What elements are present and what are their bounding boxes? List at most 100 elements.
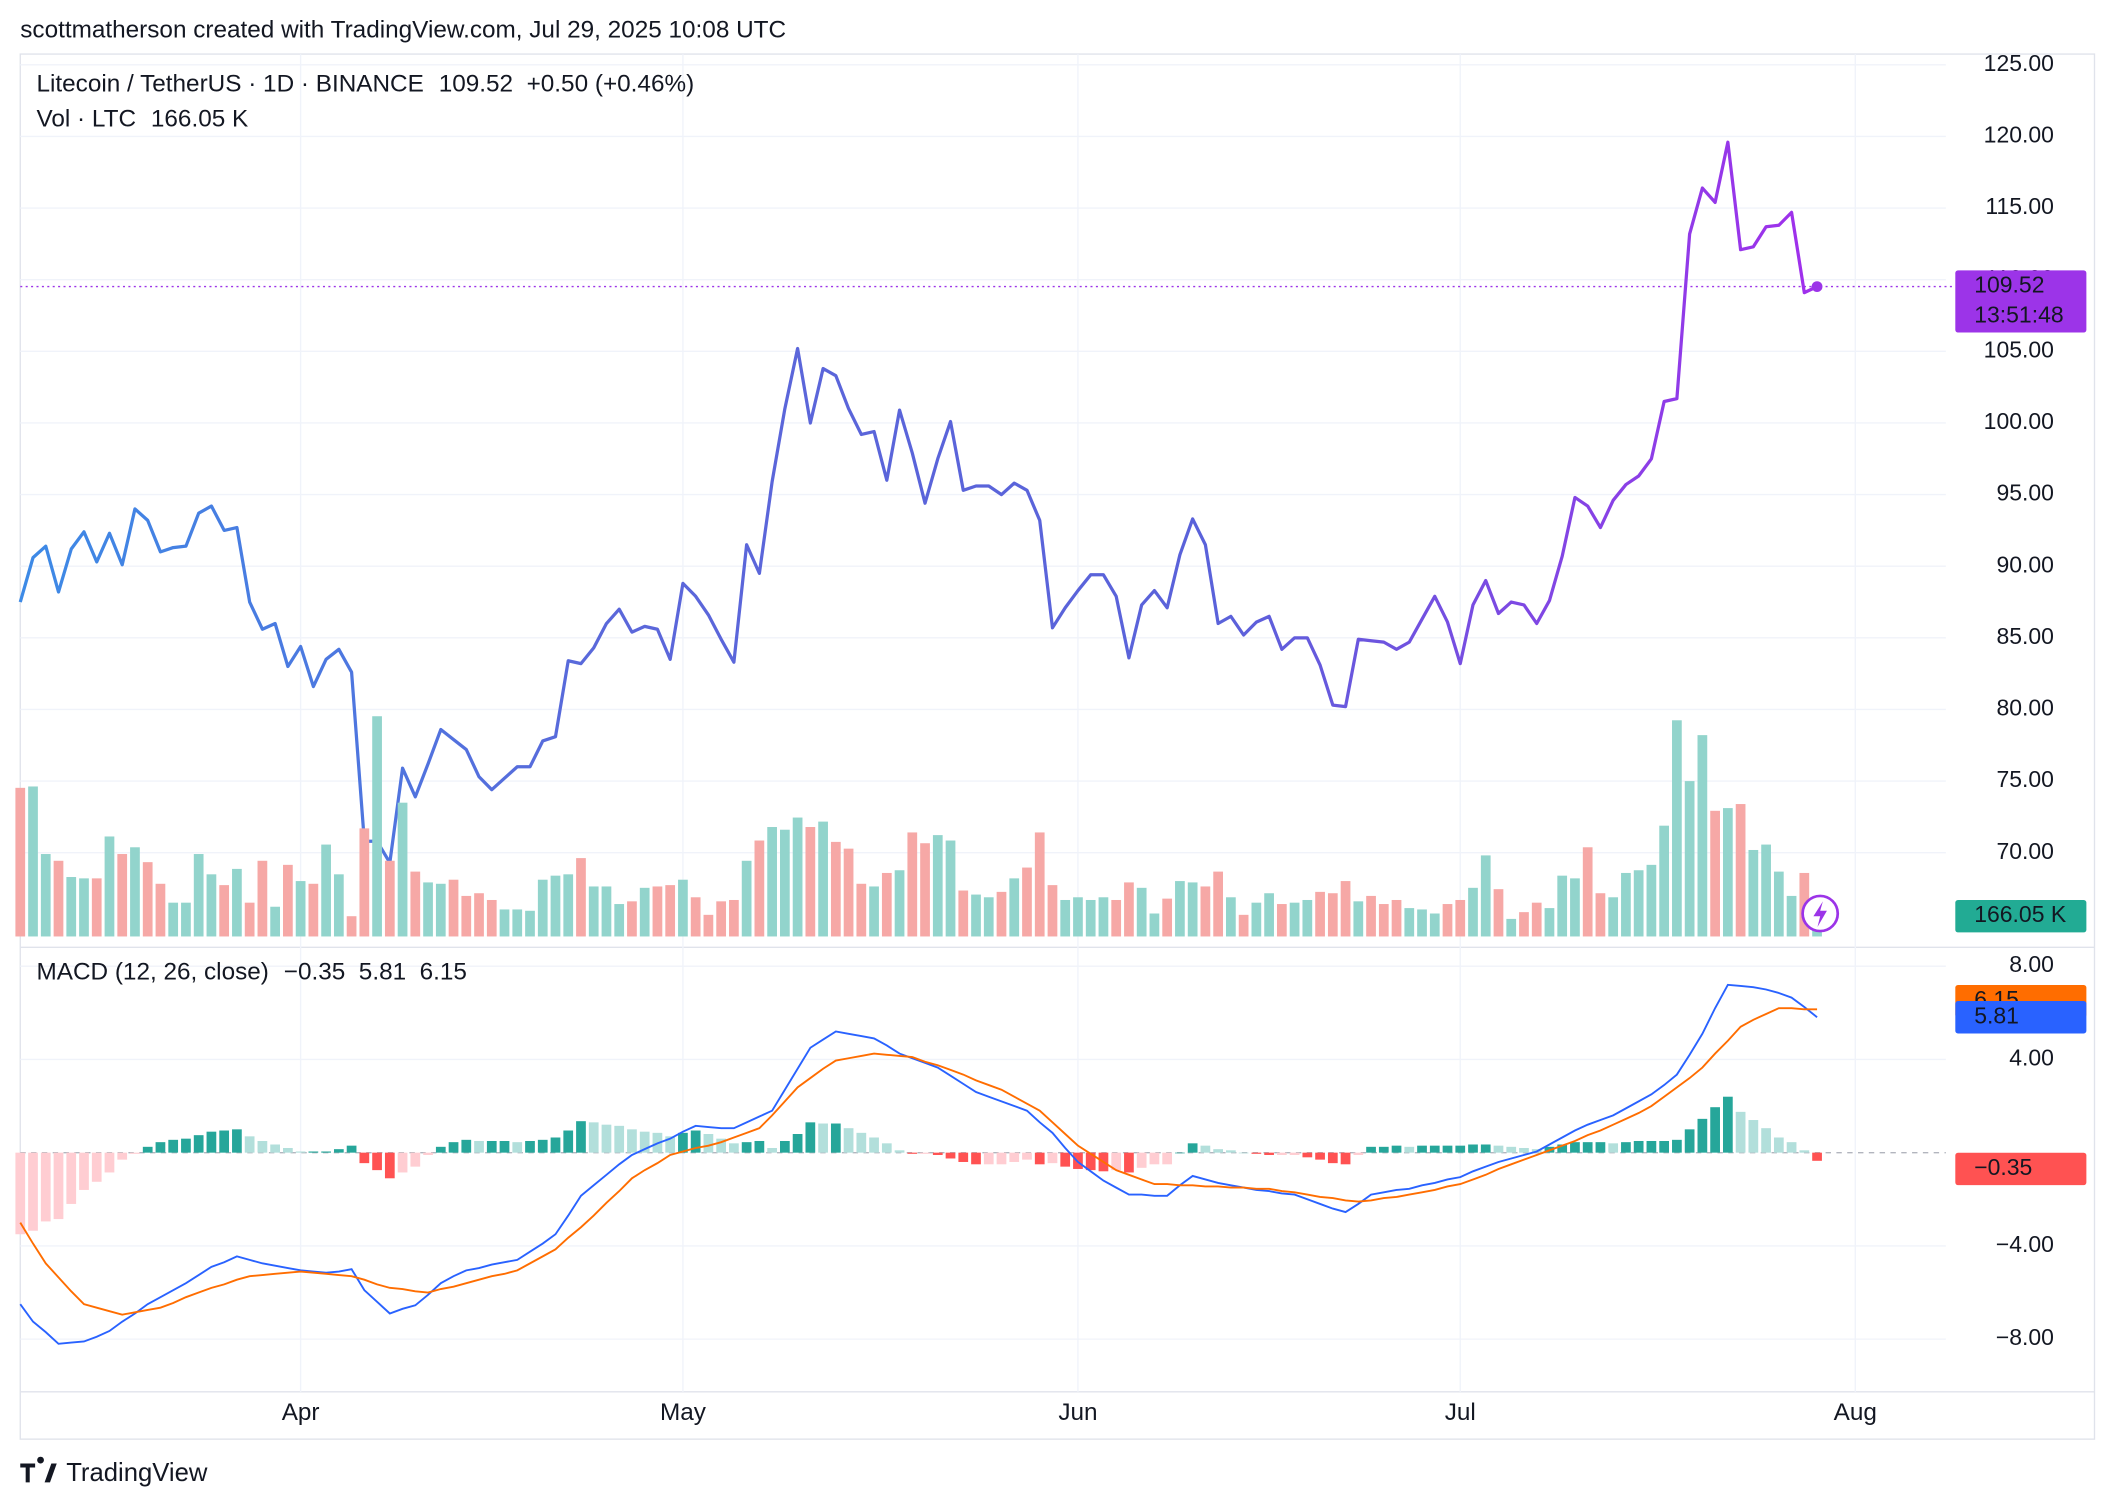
volume-bar: [448, 879, 459, 937]
x-tick-label: Jul: [1445, 1399, 1476, 1426]
volume-bar: [142, 862, 153, 937]
histogram-bar: [1697, 1118, 1708, 1153]
histogram-bar: [1468, 1144, 1478, 1153]
volume-bar: [244, 902, 255, 937]
histogram-bar: [1327, 1152, 1338, 1164]
histogram-bar: [1226, 1150, 1236, 1153]
histogram-bar: [920, 1152, 930, 1154]
volume-bar: [1544, 908, 1555, 937]
volume-bar: [741, 860, 752, 937]
histogram-bar: [193, 1135, 204, 1153]
volume-bar: [716, 901, 727, 937]
histogram-bar: [1621, 1142, 1631, 1153]
histogram-bar: [181, 1138, 191, 1153]
histogram-bar: [423, 1152, 433, 1155]
alert-bolt: [1813, 901, 1827, 928]
histogram-bar: [639, 1131, 650, 1153]
volume-bar: [219, 885, 230, 937]
volume-bar: [665, 885, 676, 937]
legend-signal: 6.15: [420, 958, 467, 985]
y-tick-label: 80.00: [1996, 695, 2053, 721]
histogram-bar: [601, 1124, 612, 1153]
volume-bar: [257, 860, 268, 937]
histogram-bar: [1761, 1128, 1771, 1153]
histogram-bar: [1442, 1145, 1453, 1153]
volume-bar: [1595, 893, 1606, 937]
volume-bar: [359, 828, 370, 937]
histogram-bar: [40, 1152, 51, 1222]
histogram-bar: [767, 1147, 777, 1153]
y-tick-label: 4.00: [2009, 1044, 2054, 1070]
legend-macd-title: MACD (12, 26, close): [36, 958, 268, 985]
histogram-bar: [1506, 1146, 1517, 1153]
histogram-bar: [1570, 1142, 1580, 1153]
logo-mark: [20, 1456, 57, 1483]
histogram-bar: [28, 1152, 38, 1231]
legend-change: +0.50 (+0.46%): [527, 71, 695, 98]
volume-bar: [1761, 844, 1771, 937]
signal-line: [19, 1007, 1818, 1316]
histogram-bar: [1238, 1152, 1249, 1154]
y-tick-label: 125.00: [1984, 50, 2054, 76]
y-tick-label: 70.00: [1996, 838, 2053, 864]
y-tick-label: 90.00: [1996, 551, 2053, 577]
histogram-bar: [869, 1137, 879, 1153]
volume-bar: [690, 897, 701, 937]
histogram-bar: [703, 1134, 714, 1153]
volume-bar: [117, 854, 128, 937]
volume-bar: [1468, 887, 1478, 937]
histogram-bar: [1276, 1152, 1287, 1155]
volume-bar: [614, 904, 625, 937]
x-tick-label: Jun: [1058, 1399, 1097, 1426]
volume-bar: [576, 858, 586, 937]
histogram-bar: [117, 1152, 128, 1160]
histogram-bar: [971, 1152, 981, 1165]
histogram-bar: [372, 1152, 382, 1171]
volume-bar: [40, 854, 51, 937]
volume-bar: [1557, 875, 1568, 937]
histogram-bar: [983, 1152, 994, 1165]
histogram-bar: [1672, 1139, 1682, 1153]
histogram-bar: [1608, 1143, 1619, 1153]
volume-bar: [1187, 882, 1198, 937]
volume-bar: [1085, 899, 1096, 937]
volume-bar: [283, 864, 293, 937]
volume-bar: [945, 840, 956, 937]
volume-bar: [1773, 871, 1784, 937]
y-tick-label: 8.00: [2009, 951, 2054, 977]
volume-bar: [1098, 897, 1109, 937]
histogram-bar: [1455, 1145, 1466, 1153]
histogram-bar: [805, 1122, 816, 1153]
histogram-bar: [1289, 1152, 1300, 1155]
histogram-bar: [486, 1140, 497, 1153]
volume-bar: [1378, 904, 1389, 937]
volume-bar: [372, 716, 382, 937]
volume-bar: [104, 836, 115, 937]
y-tick-label: −8.00: [1996, 1324, 2054, 1350]
histogram-bar: [1633, 1140, 1644, 1153]
volume-bar: [1175, 881, 1185, 937]
histogram-bar: [1429, 1145, 1440, 1153]
volume-bar: [1136, 887, 1147, 937]
histogram-bar: [1124, 1152, 1134, 1173]
price-badge: 13:51:48: [1974, 301, 2063, 327]
histogram-bar: [1315, 1152, 1325, 1160]
volume-bar: [779, 829, 790, 937]
attribution: scottmatherson created with TradingView.…: [20, 17, 786, 44]
volume-bar: [1238, 914, 1249, 937]
volume-bar: [1493, 889, 1504, 937]
histogram-bar: [308, 1151, 319, 1153]
volume-bar: [601, 886, 612, 937]
volume-bar: [321, 844, 331, 937]
histogram-bar: [359, 1152, 370, 1164]
histogram-bar: [958, 1152, 969, 1162]
volume-bar: [1519, 912, 1529, 937]
volume-bar: [1633, 870, 1644, 937]
histogram-bar: [1391, 1145, 1402, 1153]
histogram-bar: [384, 1152, 395, 1179]
histogram-bar: [155, 1142, 166, 1153]
histogram-bar: [550, 1137, 561, 1153]
volume-bar: [818, 821, 828, 937]
histogram-bar: [996, 1152, 1007, 1165]
histogram-bar: [588, 1122, 599, 1153]
